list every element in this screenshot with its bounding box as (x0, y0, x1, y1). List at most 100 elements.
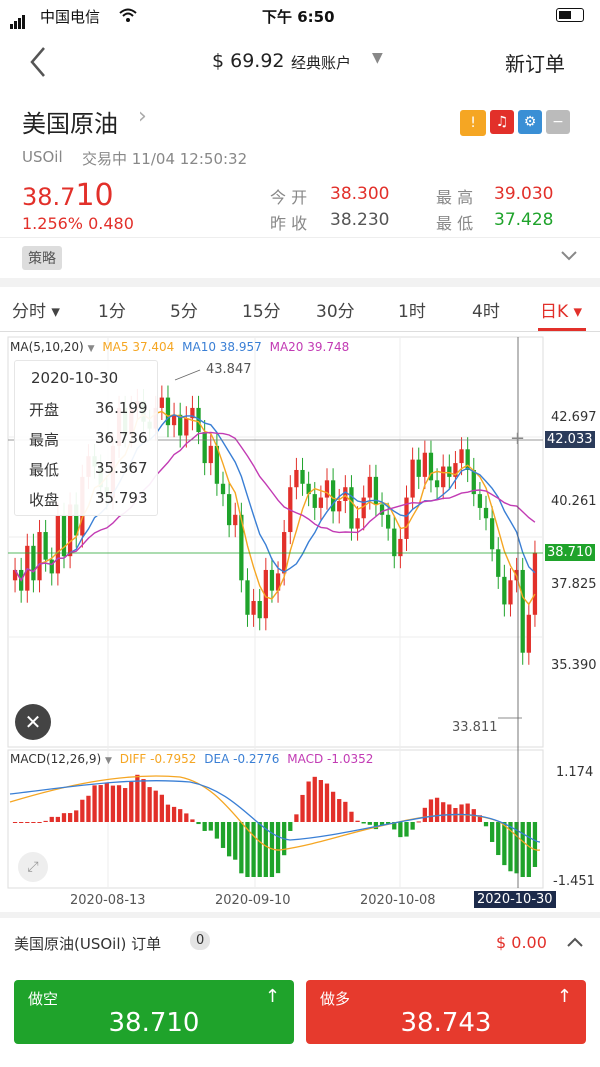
tooltip-low-value: 35.367 (95, 459, 148, 477)
arrow-up-icon: ↑ (264, 986, 280, 1007)
candle-body (349, 487, 354, 529)
macd-bar (251, 822, 256, 877)
expand-icon[interactable]: ⤢ (18, 852, 48, 882)
current-price-label: 38.710 (545, 544, 595, 561)
macd-bar (361, 822, 366, 824)
dea-line (9, 780, 541, 843)
max-price-label: 43.847 (206, 362, 252, 377)
candle-body (447, 466, 452, 477)
signal-icon (10, 10, 25, 29)
candle-body (343, 487, 348, 502)
instrument-name: 美国原油 (22, 110, 118, 138)
candle-body (459, 449, 464, 464)
macd-bar (110, 785, 116, 822)
macd-bar (159, 794, 164, 822)
macd-bar (86, 795, 91, 822)
macd-bar (275, 822, 281, 874)
tab-daily[interactable]: 日K ▾ (540, 302, 583, 322)
candle-body (171, 414, 177, 426)
kline-chart[interactable]: + MA(5,10,20) ▼ MA5 37.404 MA10 38.957 M… (0, 332, 600, 912)
macd-bar (379, 822, 385, 826)
candle-body (532, 552, 538, 615)
tab-30min[interactable]: 30分 (316, 302, 355, 322)
ma-label[interactable]: MA(5,10,20) (10, 340, 84, 354)
strategy-bar[interactable]: 策略 (0, 237, 600, 278)
crosshair-date-label: 2020-10-30 (474, 891, 556, 908)
back-icon[interactable] (28, 46, 48, 78)
macd-bar (373, 822, 379, 830)
minus-icon[interactable]: − (546, 110, 570, 134)
main-chart-frame (7, 336, 544, 748)
low-label: 最 低 (436, 214, 474, 233)
order-bar[interactable]: 美国原油(USOil) 订单 0 $ 0.00 (0, 918, 600, 968)
candle-body (422, 452, 427, 477)
close-icon[interactable]: ✕ (15, 704, 51, 740)
strategy-tag[interactable]: 策略 (22, 246, 62, 270)
bell-icon[interactable]: ♫ (490, 110, 514, 134)
macd-bar (306, 781, 311, 822)
candle-body (300, 469, 305, 484)
chevron-up-icon[interactable] (566, 936, 584, 948)
sell-price: 38.710 (108, 1008, 200, 1038)
chevron-down-icon[interactable]: ▼ (104, 756, 112, 766)
candle-body (306, 483, 311, 495)
macd-bar (477, 815, 483, 822)
macd-bar (514, 822, 519, 874)
diff-value: DIFF -0.7952 (119, 752, 197, 766)
max-pointer (174, 369, 201, 381)
macd-bar (349, 811, 354, 822)
macd-bar (220, 822, 226, 848)
macd-bar (294, 814, 299, 822)
sell-button[interactable]: 做空 ↑ 38.710 (14, 980, 294, 1044)
macd-bar (141, 779, 146, 822)
macd-bar (422, 807, 427, 822)
open-label: 今 开 (270, 188, 308, 207)
macd-bar (61, 813, 67, 822)
chevron-down-icon[interactable]: ▼ (372, 50, 383, 66)
macd-bar (98, 785, 103, 822)
tab-4hour[interactable]: 4时 (472, 302, 500, 322)
macd-bar (337, 799, 342, 822)
macd-label[interactable]: MACD(12,26,9) (10, 752, 102, 766)
tooltip-date: 2020-10-30 (31, 369, 119, 387)
candle-body (318, 497, 324, 508)
alert-icon[interactable]: ! (460, 110, 486, 136)
macd-bar (49, 816, 54, 822)
account-type[interactable]: 经典账户 (291, 54, 352, 72)
tab-15min[interactable]: 15分 (242, 302, 281, 322)
macd-bar (502, 822, 507, 866)
candle-body (330, 480, 336, 512)
macd-bar (441, 802, 446, 822)
chevron-right-icon[interactable]: › (138, 104, 147, 129)
macd-bar (496, 822, 501, 856)
account-balance[interactable]: $ 69.92 (212, 50, 285, 72)
candle-body (477, 494, 483, 508)
settings-icon[interactable]: ⚙ (518, 110, 542, 134)
macd-bar (392, 822, 397, 830)
macd-bar (184, 813, 189, 822)
tab-1hour[interactable]: 1时 (398, 302, 426, 322)
macd-bar (171, 806, 177, 822)
new-order-button[interactable]: 新订单 (505, 52, 565, 76)
macd-bar (239, 822, 244, 874)
candle-body (355, 518, 360, 529)
tab-1min[interactable]: 1分 (98, 302, 126, 322)
chevron-down-icon[interactable]: ▼ (87, 344, 95, 354)
macd-bar (55, 816, 61, 822)
candle-body (226, 494, 232, 526)
open-value: 38.300 (330, 184, 390, 204)
tab-5min[interactable]: 5分 (170, 302, 198, 322)
order-amount: $ 0.00 (496, 933, 547, 952)
candle-body (37, 532, 42, 581)
candle-body (502, 576, 507, 605)
macd-bar (12, 822, 18, 823)
buy-button[interactable]: 做多 ↑ 38.743 (306, 980, 586, 1044)
price-tick: 40.261 (551, 494, 597, 509)
macd-bar (483, 822, 489, 827)
macd-bar (147, 787, 152, 822)
candle-body (410, 459, 415, 498)
candle-body (483, 507, 489, 519)
macd-bar (135, 774, 140, 822)
tab-timeshare[interactable]: 分时 ▾ (12, 302, 60, 322)
chevron-down-icon[interactable] (560, 250, 578, 262)
